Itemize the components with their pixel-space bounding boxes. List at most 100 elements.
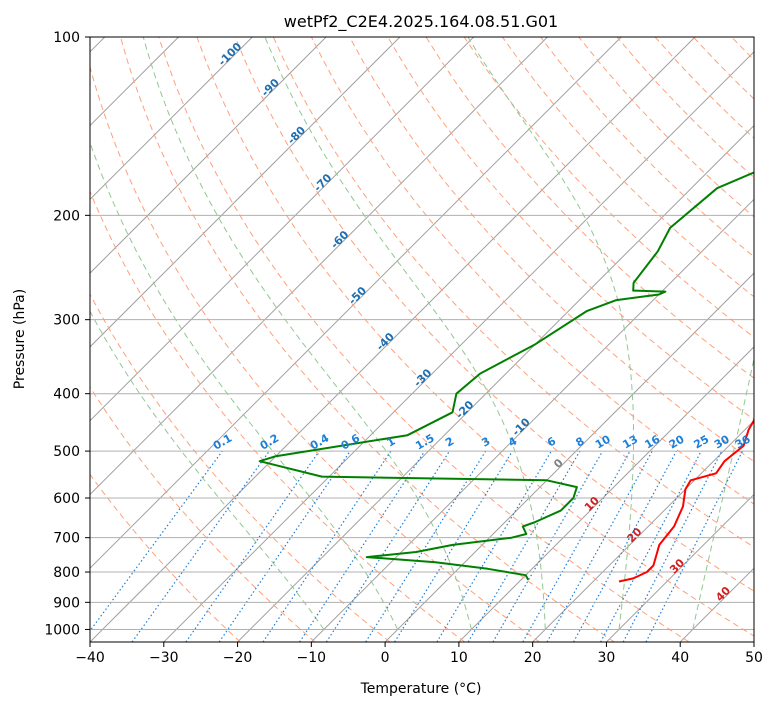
pressure-gridlines [90, 37, 754, 630]
x-tick-label: 40 [671, 650, 689, 666]
mixing-ratio-label: 20 [667, 432, 687, 451]
isotherm-label: 40 [713, 584, 733, 604]
isotherm-line [310, 198, 754, 642]
dry-adiabat-line [90, 473, 241, 642]
y-tick-label: 800 [53, 565, 80, 581]
isotherm-label: -40 [374, 330, 397, 353]
isotherm-label: -50 [346, 284, 369, 307]
dewpoint-line [258, 171, 754, 581]
isotherm-line [163, 51, 754, 642]
isotherm-line [458, 346, 754, 642]
y-tick-label: 900 [53, 595, 80, 611]
isotherm-line [606, 493, 754, 642]
y-tick-label: 600 [53, 491, 80, 507]
temperature-line [618, 418, 754, 583]
mixing-ratio-label: 0.2 [258, 432, 281, 453]
mixing-ratio-label: 25 [692, 433, 712, 452]
isotherm-line [90, 37, 401, 348]
mixing-ratio-label: 6 [545, 434, 558, 449]
dry-adiabat-line [731, 37, 754, 61]
isotherm-line [679, 567, 754, 642]
moist-adiabat-line [264, 37, 546, 630]
dry-adiabat-line [463, 37, 754, 338]
y-tick-label: 200 [53, 208, 80, 224]
isotherm-label: 20 [625, 525, 645, 545]
moist-adiabat-line [90, 140, 399, 630]
mixing-ratio-label: 30 [712, 432, 732, 451]
isotherm-line [90, 37, 475, 422]
dry-adiabat-line [158, 37, 690, 642]
mixing-ratio-line [185, 450, 320, 642]
mixing-ratio-line [572, 450, 677, 642]
background-lines [90, 37, 775, 642]
isotherm-label: 10 [582, 494, 602, 514]
profile-lines [258, 171, 754, 583]
isotherm-label: -60 [328, 228, 351, 251]
isotherm-line [384, 272, 754, 642]
dry-adiabat-line [90, 293, 391, 642]
mixing-ratio-label: 0.4 [308, 431, 332, 452]
dry-adiabat-line [387, 37, 754, 421]
mixing-ratio-label: 2 [443, 435, 456, 450]
mixing-ratio-line [492, 450, 604, 642]
mixing-ratio-label: 16 [643, 432, 663, 451]
mixing-ratio-line [546, 450, 653, 642]
mixing-ratio-label: 1.5 [413, 432, 436, 453]
dry-adiabat-line [578, 37, 754, 218]
axes: −40 −30 −20 −10 0 10 20 30 40 5010020030040050060… [44, 30, 763, 666]
isotherm-line [90, 37, 548, 496]
y-tick-label: 1000 [44, 622, 80, 638]
dry-adiabat-line [196, 37, 754, 637]
x-tick-label: −10 [297, 650, 327, 666]
x-tick-label: −20 [223, 650, 253, 666]
dry-adiabat-line [272, 37, 754, 548]
mixing-ratio-line [90, 450, 223, 632]
x-tick-label: −30 [149, 650, 179, 666]
y-tick-label: 700 [53, 531, 80, 547]
x-tick-label: 20 [524, 650, 542, 666]
plot-frame [89, 36, 755, 643]
isotherm-label: -30 [411, 366, 434, 389]
mixing-ratio-label: 10 [593, 432, 613, 451]
dry-adiabat-line [654, 37, 754, 139]
mixing-ratio-line [622, 450, 723, 642]
line-labels: 0.1 0.2 0.4 0.6 1 1.5 2 3 4 6 8 10 13 16 20 25 30 36-100-… [211, 40, 753, 604]
x-tick-label: 30 [598, 650, 616, 666]
y-tick-label: 300 [53, 313, 80, 329]
isotherm-label: 30 [667, 556, 687, 576]
dry-adiabat-line [770, 37, 775, 642]
isotherm-label: -90 [259, 76, 282, 99]
dry-adiabat-line [90, 65, 540, 642]
mixing-ratio-line [218, 450, 351, 642]
mixing-ratio-label: 0.6 [339, 431, 363, 452]
moist-adiabat-line [692, 356, 754, 630]
mixing-ratio-label: 0.1 [211, 432, 234, 453]
isotherm-line [90, 37, 696, 642]
moist-adiabat-line [467, 37, 635, 630]
y-tick-label: 400 [53, 387, 80, 403]
isotherm-line [532, 419, 754, 642]
dry-adiabat-line [120, 37, 615, 642]
dry-adiabat-line [90, 190, 466, 642]
mixing-ratio-line [394, 450, 513, 642]
dry-adiabat-line [425, 37, 754, 379]
moist-adiabat-line [142, 37, 472, 630]
isotherm-line [237, 124, 754, 642]
isotherm-label: -70 [311, 171, 334, 194]
y-axis-title: Pressure (hPa) [12, 289, 28, 389]
dry-adiabat-line [234, 37, 754, 592]
chart-title: wetPf2_C2E4.2025.164.08.51.G01 [284, 12, 558, 32]
mixing-ratio-line [522, 450, 631, 642]
isotherm-line [753, 641, 754, 642]
dry-adiabat-line [349, 37, 754, 463]
moist-adiabat-line [90, 310, 325, 630]
isotherm-line [90, 37, 327, 274]
isotherm-label: -20 [453, 398, 476, 421]
isotherm-line [90, 37, 253, 201]
mixing-ratio-label: 3 [479, 435, 492, 450]
mixing-ratio-line [436, 450, 552, 642]
isotherm-line [90, 37, 622, 569]
isotherm-label: -100 [216, 40, 245, 69]
mixing-ratio-label: 13 [620, 433, 640, 452]
